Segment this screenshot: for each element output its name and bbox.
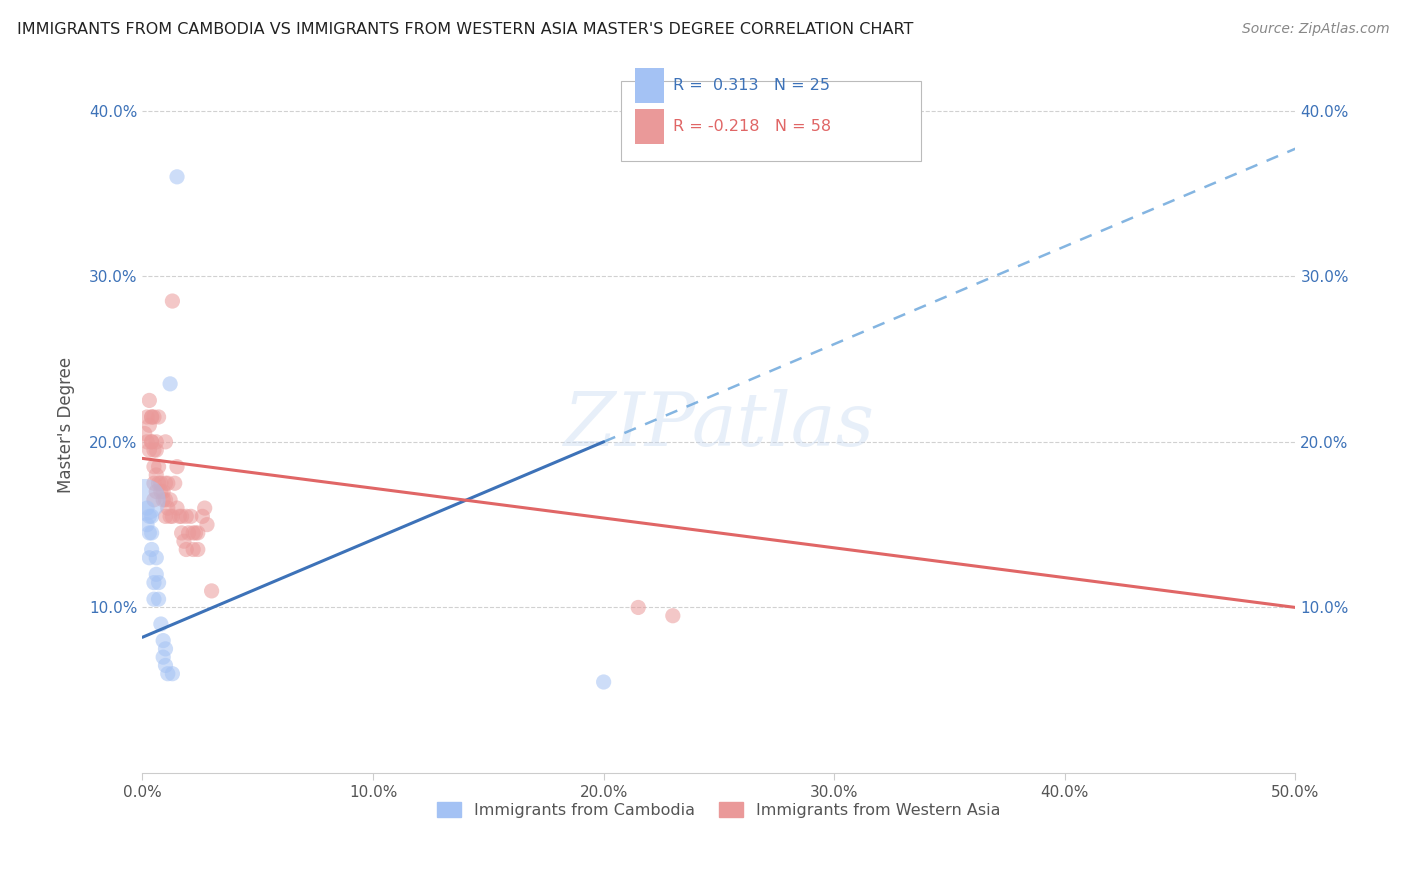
Point bbox=[145, 443, 167, 458]
Point bbox=[174, 542, 197, 557]
Point bbox=[138, 525, 160, 540]
Point bbox=[143, 492, 166, 507]
Point bbox=[148, 459, 170, 474]
Point bbox=[141, 509, 163, 524]
Point bbox=[191, 509, 214, 524]
Point bbox=[143, 476, 166, 491]
Point bbox=[138, 443, 160, 458]
Point bbox=[152, 650, 174, 665]
Point bbox=[143, 409, 166, 424]
Point bbox=[166, 169, 188, 184]
Point bbox=[187, 542, 209, 557]
Point bbox=[592, 675, 614, 690]
Point bbox=[180, 509, 202, 524]
Point bbox=[149, 484, 172, 499]
Point bbox=[184, 525, 207, 540]
Point bbox=[152, 484, 174, 499]
Point bbox=[145, 567, 167, 582]
Point bbox=[143, 592, 166, 607]
Point bbox=[173, 534, 195, 549]
Point bbox=[136, 434, 159, 449]
Text: Source: ZipAtlas.com: Source: ZipAtlas.com bbox=[1241, 22, 1389, 37]
Point bbox=[159, 509, 181, 524]
Point bbox=[163, 476, 186, 491]
Point bbox=[141, 434, 163, 449]
Point bbox=[156, 501, 179, 516]
Point bbox=[136, 501, 159, 516]
Point bbox=[155, 641, 177, 656]
Point bbox=[155, 658, 177, 673]
Point bbox=[145, 484, 167, 499]
Text: R = -0.218   N = 58: R = -0.218 N = 58 bbox=[673, 119, 831, 134]
Point bbox=[138, 418, 160, 433]
Point bbox=[181, 542, 204, 557]
Point bbox=[148, 575, 170, 590]
Point bbox=[149, 476, 172, 491]
Point bbox=[166, 459, 188, 474]
Point bbox=[148, 592, 170, 607]
Point bbox=[187, 525, 209, 540]
Point bbox=[143, 443, 166, 458]
Point bbox=[149, 617, 172, 632]
Point bbox=[148, 409, 170, 424]
Point bbox=[155, 476, 177, 491]
Point bbox=[169, 509, 191, 524]
Point bbox=[177, 525, 200, 540]
Text: R =  0.313   N = 25: R = 0.313 N = 25 bbox=[673, 78, 830, 94]
Point bbox=[136, 409, 159, 424]
Point bbox=[162, 666, 184, 681]
Y-axis label: Master's Degree: Master's Degree bbox=[58, 357, 75, 493]
Point bbox=[145, 467, 167, 482]
Legend: Immigrants from Cambodia, Immigrants from Western Asia: Immigrants from Cambodia, Immigrants fro… bbox=[432, 796, 1007, 824]
Point bbox=[156, 666, 179, 681]
Point bbox=[155, 492, 177, 507]
FancyBboxPatch shape bbox=[634, 109, 664, 144]
Point bbox=[143, 575, 166, 590]
Point bbox=[136, 517, 159, 532]
Point bbox=[148, 476, 170, 491]
Point bbox=[138, 393, 160, 408]
Point bbox=[174, 509, 197, 524]
FancyBboxPatch shape bbox=[634, 69, 664, 103]
Point bbox=[141, 409, 163, 424]
Point bbox=[194, 501, 217, 516]
Point bbox=[145, 550, 167, 565]
Point bbox=[170, 525, 193, 540]
Point bbox=[141, 409, 163, 424]
Point bbox=[155, 509, 177, 524]
Point bbox=[141, 434, 163, 449]
Point bbox=[145, 434, 167, 449]
Point bbox=[138, 509, 160, 524]
Point bbox=[159, 376, 181, 391]
Point bbox=[134, 426, 156, 441]
Point bbox=[195, 517, 218, 532]
Point bbox=[159, 492, 181, 507]
Point bbox=[155, 434, 177, 449]
Point bbox=[141, 542, 163, 557]
Point bbox=[152, 633, 174, 648]
Point bbox=[627, 600, 650, 615]
Point bbox=[141, 525, 163, 540]
Point bbox=[170, 509, 193, 524]
Point bbox=[181, 525, 204, 540]
Point bbox=[162, 509, 184, 524]
Text: IMMIGRANTS FROM CAMBODIA VS IMMIGRANTS FROM WESTERN ASIA MASTER'S DEGREE CORRELA: IMMIGRANTS FROM CAMBODIA VS IMMIGRANTS F… bbox=[17, 22, 914, 37]
Point bbox=[662, 608, 685, 623]
Point bbox=[143, 459, 166, 474]
Text: ZIPatlas: ZIPatlas bbox=[564, 389, 875, 461]
Point bbox=[162, 293, 184, 308]
Point bbox=[156, 476, 179, 491]
Point bbox=[201, 583, 224, 598]
Point bbox=[166, 501, 188, 516]
Point bbox=[134, 492, 156, 507]
Point bbox=[152, 492, 174, 507]
FancyBboxPatch shape bbox=[621, 81, 921, 161]
Point bbox=[138, 550, 160, 565]
